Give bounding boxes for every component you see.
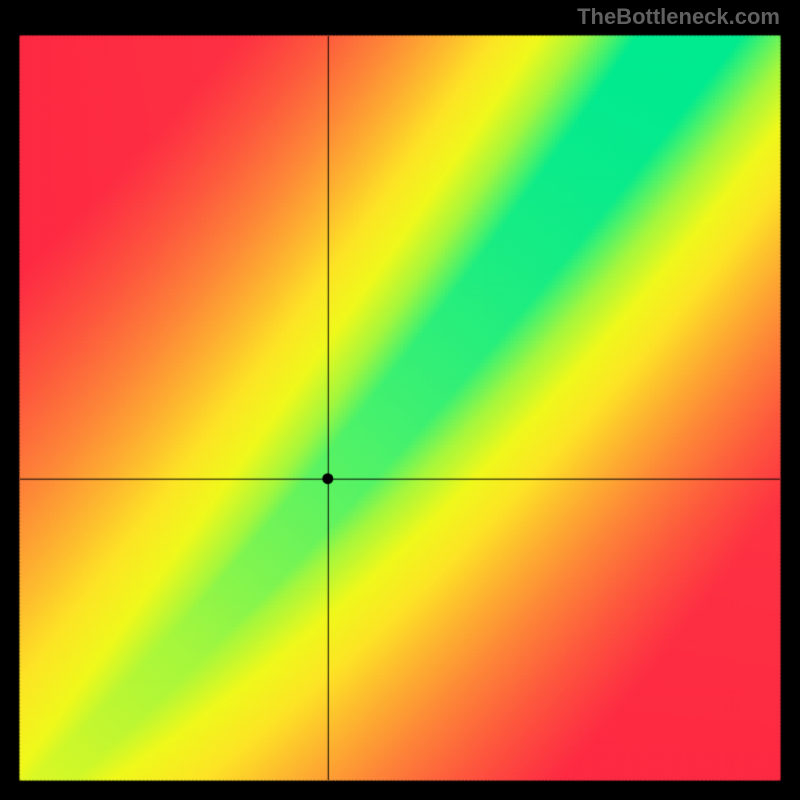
overlay-canvas	[0, 0, 800, 800]
attribution-text: TheBottleneck.com	[577, 4, 780, 30]
chart-container: TheBottleneck.com	[0, 0, 800, 800]
